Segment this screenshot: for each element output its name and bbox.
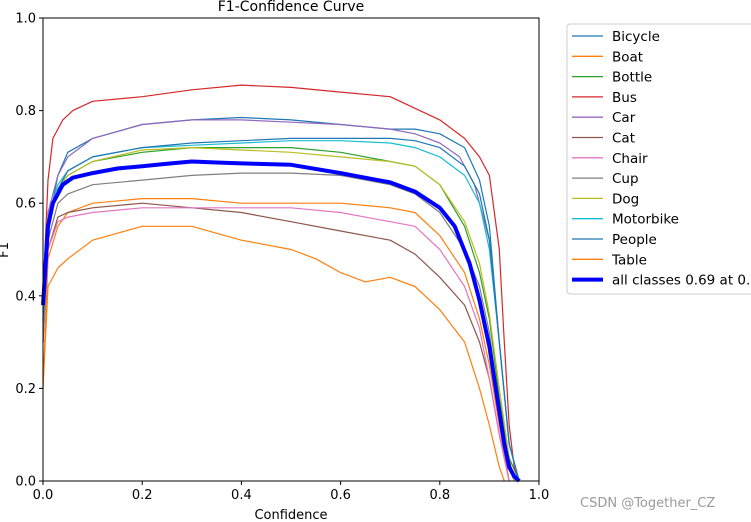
- y-axis-ticks: 0.0 0.2 0.4 0.6 0.8 1.0: [15, 12, 43, 490]
- legend-label: all classes 0.69 at 0.304: [612, 273, 751, 289]
- y-tick-label: 0.8: [15, 104, 36, 119]
- y-tick-label: 0.4: [15, 289, 36, 304]
- x-axis-ticks: 0.0 0.2 0.4 0.6 0.8 1.0: [33, 481, 550, 503]
- x-axis-label: Confidence: [254, 508, 327, 522]
- legend-label: Table: [611, 252, 647, 268]
- legend-label: Bicycle: [612, 29, 660, 45]
- legend-label: People: [612, 232, 657, 248]
- legend: Bicycle Boat Bottle Bus Car Cat Chair Cup Dog Mot…: [566, 23, 751, 295]
- y-axis-label: F1: [0, 242, 12, 258]
- legend-label: Cup: [612, 171, 639, 187]
- chart-title: F1-Confidence Curve: [218, 0, 364, 15]
- legend-label: Boat: [612, 49, 643, 65]
- legend-items: Bicycle Boat Bottle Bus Car Cat Chair Cup Dog Mot…: [572, 29, 751, 289]
- series-line-all-classes-0-69-at-0-304: [41, 159, 521, 483]
- x-tick-label: 0.4: [231, 488, 252, 503]
- x-tick-label: 0.0: [33, 488, 54, 503]
- series-line-table: [42, 225, 505, 482]
- series-line-bus: [42, 84, 520, 482]
- x-tick-label: 0.8: [429, 488, 450, 503]
- y-tick-label: 0.0: [15, 475, 36, 490]
- axes-frame: [42, 17, 540, 482]
- series-line-cup: [42, 172, 515, 482]
- series-line-boat: [42, 198, 510, 482]
- series-layer: [41, 84, 521, 483]
- series-line-chair: [42, 207, 510, 482]
- legend-label: Chair: [612, 151, 648, 167]
- legend-label: Bus: [612, 90, 637, 106]
- series-line-people: [42, 137, 520, 482]
- legend-label: Cat: [612, 131, 635, 147]
- y-tick-label: 0.2: [15, 382, 36, 397]
- legend-label: Bottle: [612, 70, 652, 86]
- series-line-cat: [42, 202, 510, 482]
- x-tick-label: 0.6: [330, 488, 351, 503]
- x-tick-label: 1.0: [529, 488, 550, 503]
- legend-box: [566, 23, 751, 295]
- series-line-dog: [42, 147, 515, 482]
- legend-label: Car: [612, 110, 636, 126]
- watermark-text: CSDN @Together_CZ: [580, 496, 715, 511]
- y-tick-label: 1.0: [15, 12, 36, 27]
- y-tick-label: 0.6: [15, 197, 36, 212]
- legend-label: Dog: [612, 191, 639, 207]
- x-tick-label: 0.2: [132, 488, 153, 503]
- legend-label: Motorbike: [612, 212, 679, 228]
